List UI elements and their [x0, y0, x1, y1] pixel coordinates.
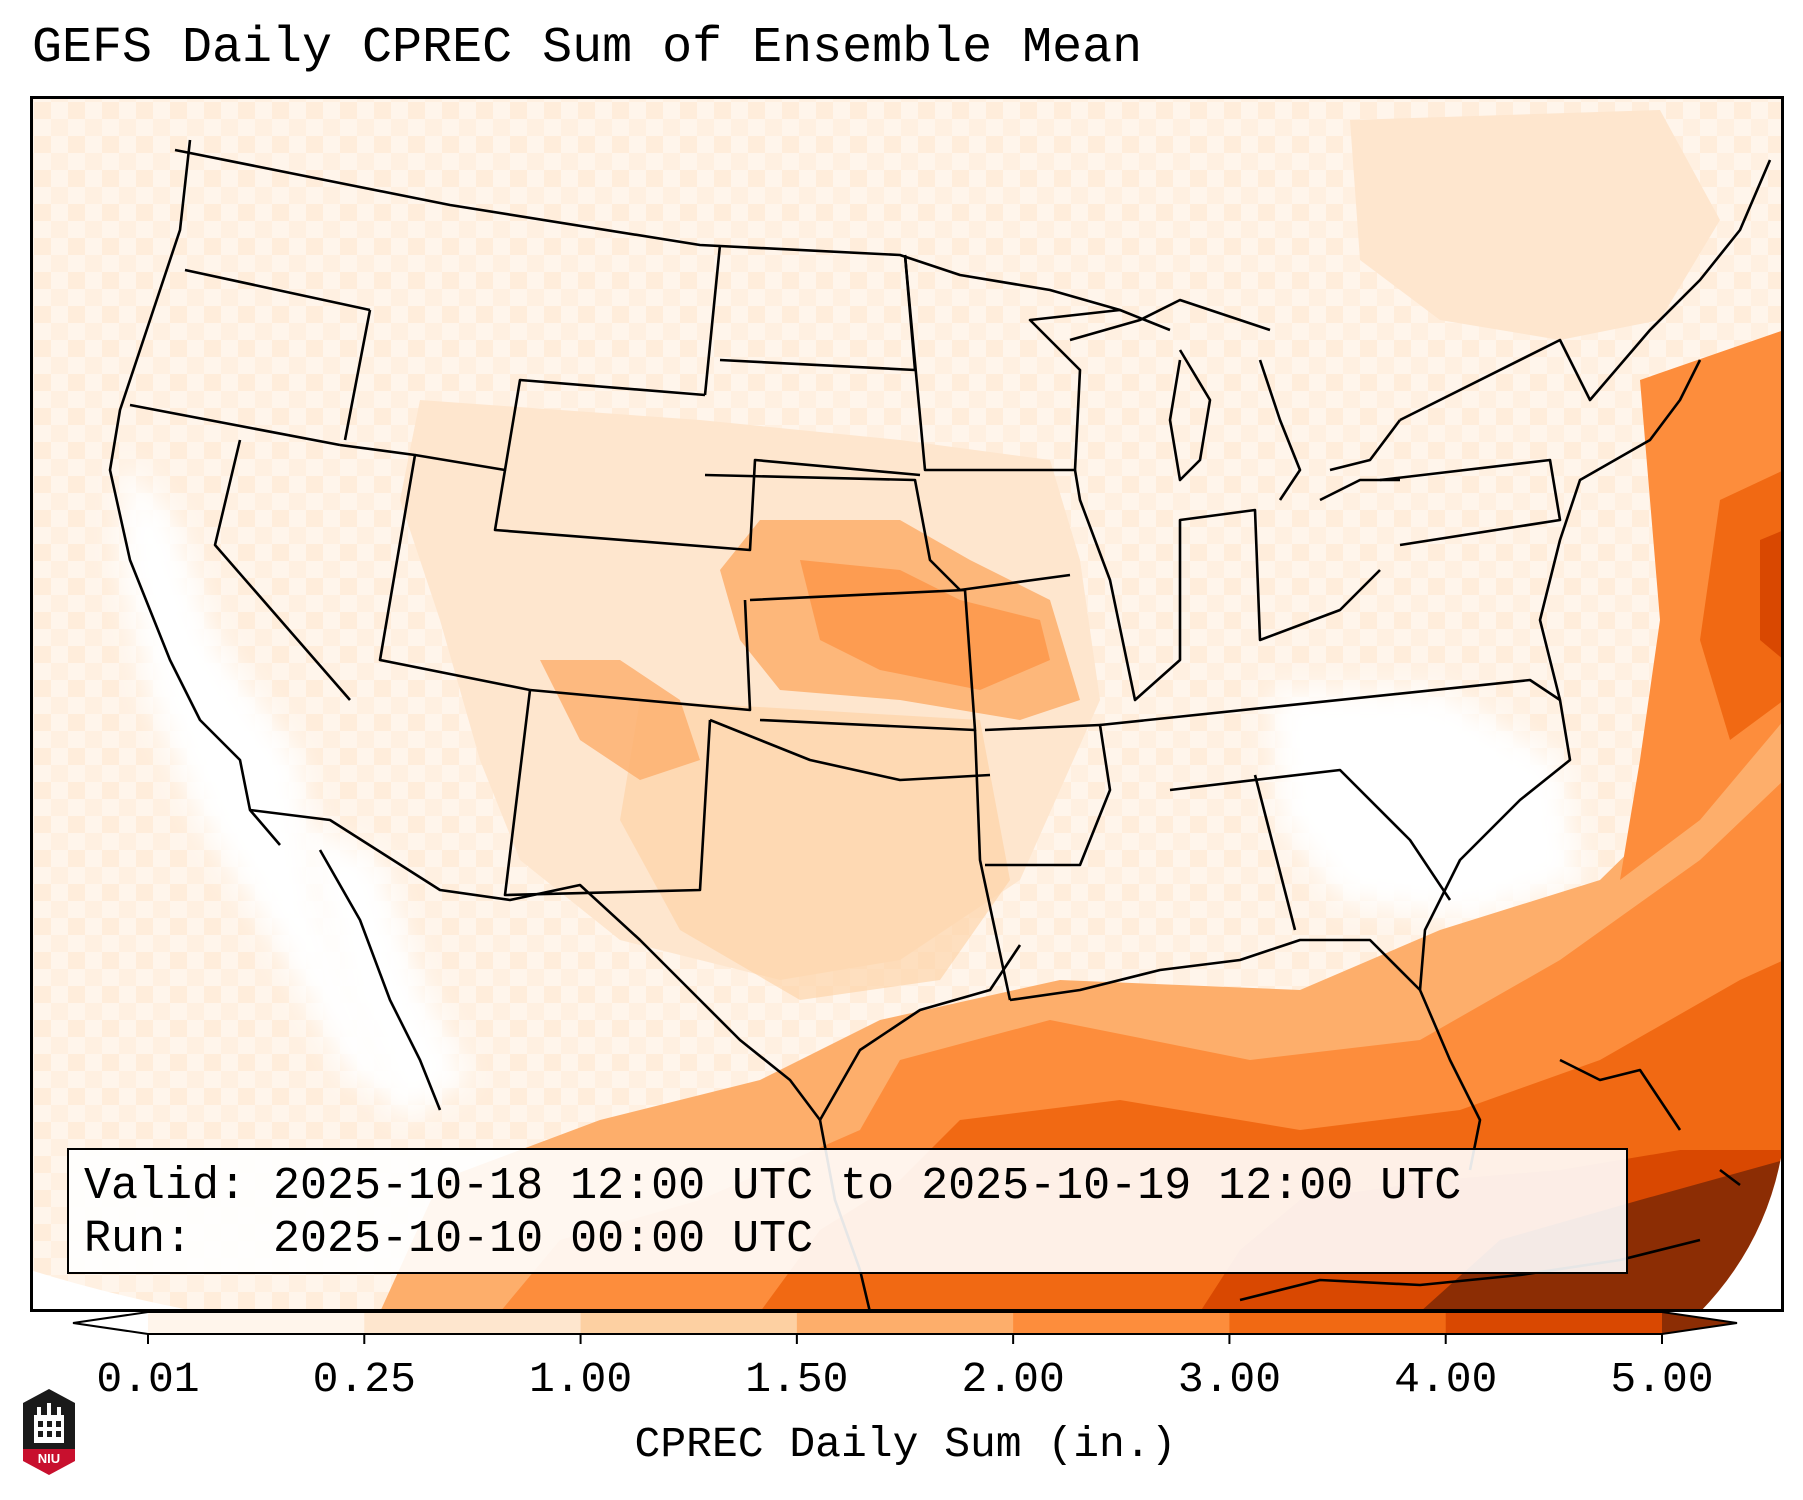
run-label: Run: [84, 1214, 193, 1265]
map-title: GEFS Daily CPREC Sum of Ensemble Mean [32, 20, 1143, 77]
projection-corner-left [30, 1270, 200, 1312]
colorbar-over-extension [1662, 1312, 1737, 1334]
colorbar-bin [1445, 1312, 1663, 1334]
ca-nv-line [213, 439, 351, 701]
dry-area-baja [300, 820, 470, 1120]
logo-banner [23, 1449, 75, 1475]
northeast-lines [1379, 159, 1772, 547]
run-time: 2025-10-10 00:00 UTC [273, 1214, 814, 1265]
colorbar-ticks: 0.01 0.25 1.00 1.50 2.00 3.00 4.00 5.00 [96, 1334, 1714, 1400]
cuba-outline [1239, 1238, 1701, 1302]
or-ca-line [129, 403, 341, 447]
valid-time-range: 2025-10-18 12:00 UTC to 2025-10-19 12:00… [273, 1161, 1462, 1212]
nm-tx-lines [503, 689, 712, 897]
colorbar-bin [1013, 1312, 1230, 1334]
baja-outline [318, 849, 442, 1111]
bahamas-outline [1559, 1058, 1741, 1187]
map-frame [30, 96, 1784, 1312]
southeast-lines [1099, 678, 1561, 931]
colorbar-tick-label: 1.50 [745, 1355, 848, 1400]
wy-co-lines [493, 458, 921, 552]
atlantic-field-strong [1700, 470, 1784, 740]
state-boundaries [108, 139, 1772, 1312]
colorbar-tick-label: 2.00 [962, 1355, 1065, 1400]
dry-area-southeast [1270, 690, 1580, 920]
canada-us-border [174, 148, 1171, 332]
mexico-border [249, 808, 822, 1121]
light-field-texas [620, 700, 1010, 1000]
tx-coast [818, 944, 1022, 1121]
niu-logo-icon: NIU [23, 1389, 75, 1475]
gulf-coast-east [1009, 938, 1482, 1171]
projection-corner-right [1700, 1140, 1784, 1312]
colorbar-tick-label: 3.00 [1178, 1355, 1281, 1400]
colorbar-tick-label: 5.00 [1610, 1355, 1713, 1400]
nv-az-ut-lines [339, 443, 531, 692]
atlantic-field-core [1760, 530, 1784, 660]
niu-building-icon [34, 1403, 64, 1443]
colorbar-bin [580, 1312, 798, 1334]
colorbar-segments [73, 1312, 1737, 1334]
colorbar-bin [364, 1312, 582, 1334]
colorbar-under-extension [73, 1312, 148, 1334]
ks-ok-lines [749, 588, 977, 732]
colorbar-tick-label: 0.01 [96, 1355, 199, 1400]
mo-ar-la-lines [973, 723, 1112, 1001]
colorbar-tick-label: 4.00 [1394, 1355, 1497, 1400]
colorbar-axis-label: CPREC Daily Sum (in.) [634, 1420, 1177, 1469]
colorbar-tick-label: 1.00 [529, 1355, 632, 1400]
id-mt-lines [343, 309, 706, 472]
colorbar-tick-label: 0.25 [313, 1355, 416, 1400]
colorbar-outline [72, 1311, 1738, 1335]
ok-tx-lines [709, 718, 991, 782]
dry-area-california [120, 460, 430, 1100]
precipitation-map [30, 96, 1784, 1312]
valid-label: Valid: [84, 1161, 247, 1212]
logo-text: NIU [38, 1451, 60, 1466]
colorbar-bin [148, 1312, 365, 1334]
east-coast [1418, 359, 1702, 991]
northeast-field [1350, 110, 1720, 340]
co-nm-lines [529, 599, 752, 712]
mn-ia-wi-lines [903, 254, 1121, 472]
great-lakes-outline [1069, 298, 1402, 502]
west-coast [108, 139, 281, 846]
colorbar-bin [1229, 1312, 1447, 1334]
il-in-oh-lines [1073, 469, 1381, 702]
sd-ne-lines [704, 473, 1071, 592]
validity-info-box: Valid: 2025-10-18 12:00 UTC to 2025-10-1… [67, 1148, 1628, 1274]
or-wa-line [184, 268, 371, 312]
plains-core [800, 560, 1050, 690]
colorbar: 0.01 0.25 1.00 1.50 2.00 3.00 4.00 5.00 [72, 1311, 1738, 1400]
plains-band-colorado [540, 660, 700, 780]
atlantic-field [1620, 330, 1784, 880]
colorbar-bin [796, 1312, 1014, 1334]
